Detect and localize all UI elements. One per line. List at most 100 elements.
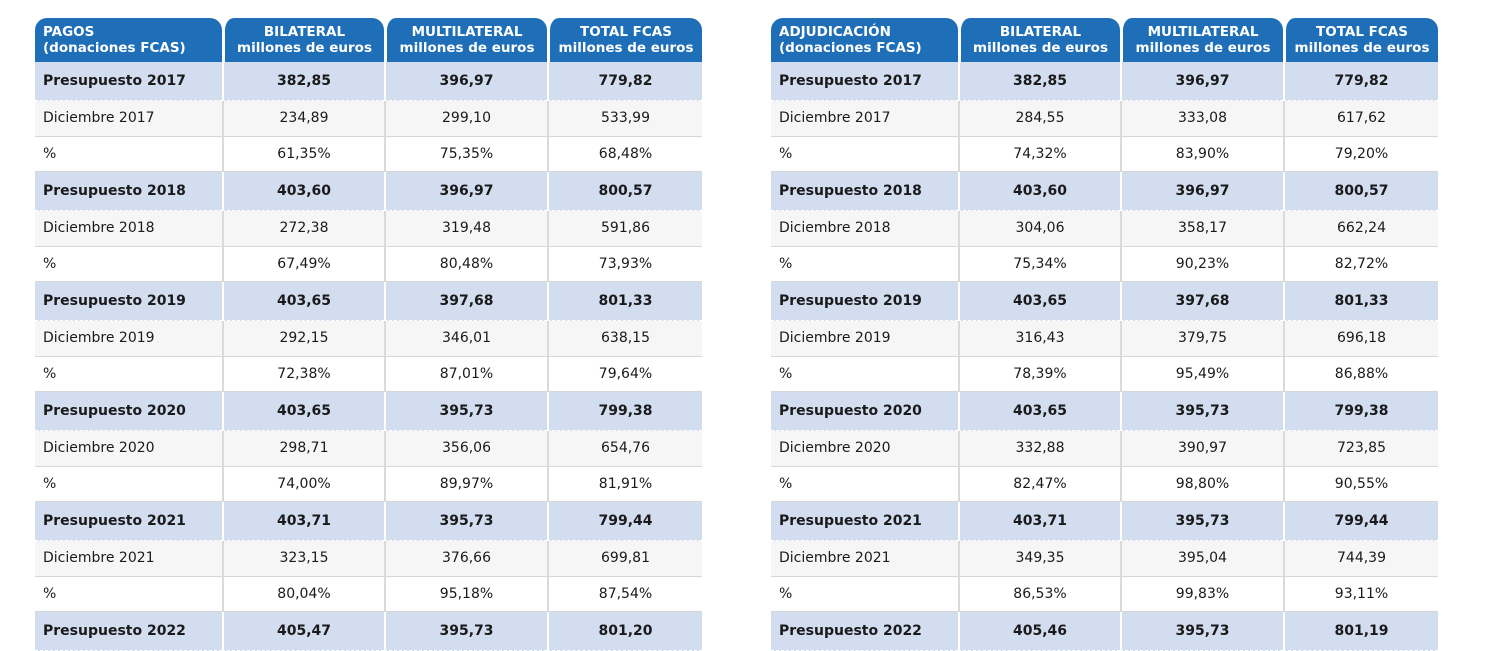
awards-table: ADJUDICACIÓN (donaciones FCAS) BILATERAL mi…: [771, 18, 1438, 651]
row-label: Presupuesto 2017: [35, 62, 222, 101]
multilateral-value: 358,17: [1120, 211, 1283, 247]
bilateral-value: 75,34%: [958, 246, 1120, 282]
bilateral-value: 405,46: [958, 612, 1120, 651]
row-label: Presupuesto 2022: [35, 612, 222, 651]
row-label: Diciembre 2021: [35, 541, 222, 577]
row-label: Diciembre 2019: [771, 321, 958, 357]
row-label: %: [35, 466, 222, 502]
total-value: 533,99: [547, 101, 702, 137]
total-value: 591,86: [547, 211, 702, 247]
bilateral-value: 82,47%: [958, 466, 1120, 502]
december-row: Diciembre 2018 272,38 319,48 591,86: [35, 211, 702, 247]
row-label: Presupuesto 2021: [771, 502, 958, 541]
header-total: TOTAL FCAS millones de euros: [1283, 18, 1438, 62]
row-label: Diciembre 2019: [35, 321, 222, 357]
row-label: Presupuesto 2020: [35, 392, 222, 431]
multilateral-value: 395,73: [384, 612, 547, 651]
header-concept: PAGOS (donaciones FCAS): [35, 18, 222, 62]
total-value: 617,62: [1283, 101, 1438, 137]
total-value: 90,55%: [1283, 466, 1438, 502]
total-value: 799,44: [1283, 502, 1438, 541]
row-label: Presupuesto 2018: [35, 172, 222, 211]
december-row: Diciembre 2020 332,88 390,97 723,85: [771, 431, 1438, 467]
budget-row: Presupuesto 2017 382,85 396,97 779,82: [771, 62, 1438, 101]
header-title: TOTAL FCAS: [1316, 24, 1408, 40]
multilateral-value: 390,97: [1120, 431, 1283, 467]
header-subtitle: millones de euros: [399, 40, 535, 56]
payments-table: PAGOS (donaciones FCAS) BILATERAL millones …: [35, 18, 702, 651]
multilateral-value: 75,35%: [384, 136, 547, 172]
total-value: 800,57: [1283, 172, 1438, 211]
bilateral-value: 74,00%: [222, 466, 384, 502]
awards-data-table: ADJUDICACIÓN (donaciones FCAS) BILATERAL mi…: [771, 18, 1438, 651]
payments-data-table: PAGOS (donaciones FCAS) BILATERAL millones …: [35, 18, 702, 651]
row-label: %: [771, 356, 958, 392]
bilateral-value: 86,53%: [958, 576, 1120, 612]
row-label: Diciembre 2020: [771, 431, 958, 467]
december-row: Diciembre 2017 234,89 299,10 533,99: [35, 101, 702, 137]
bilateral-value: 403,65: [222, 282, 384, 321]
header-subtitle: millones de euros: [973, 40, 1108, 56]
budget-row: Presupuesto 2021 403,71 395,73 799,44: [35, 502, 702, 541]
bilateral-value: 80,04%: [222, 576, 384, 612]
multilateral-value: 90,23%: [1120, 246, 1283, 282]
bilateral-value: 292,15: [222, 321, 384, 357]
multilateral-value: 376,66: [384, 541, 547, 577]
header-subtitle: millones de euros: [237, 40, 372, 56]
header-concept: ADJUDICACIÓN (donaciones FCAS): [771, 18, 958, 62]
budget-row: Presupuesto 2018 403,60 396,97 800,57: [35, 172, 702, 211]
bilateral-value: 67,49%: [222, 246, 384, 282]
header-bilateral: BILATERAL millones de euros: [222, 18, 384, 62]
bilateral-value: 403,65: [958, 392, 1120, 431]
bilateral-value: 403,71: [958, 502, 1120, 541]
total-value: 86,88%: [1283, 356, 1438, 392]
total-value: 696,18: [1283, 321, 1438, 357]
bilateral-value: 403,60: [222, 172, 384, 211]
multilateral-value: 299,10: [384, 101, 547, 137]
multilateral-value: 395,73: [384, 392, 547, 431]
total-value: 662,24: [1283, 211, 1438, 247]
header-title: BILATERAL: [263, 24, 346, 40]
header-title: TOTAL FCAS: [580, 24, 672, 40]
percentage-row: % 75,34% 90,23% 82,72%: [771, 246, 1438, 282]
percentage-row: % 72,38% 87,01% 79,64%: [35, 356, 702, 392]
total-value: 799,38: [547, 392, 702, 431]
multilateral-value: 80,48%: [384, 246, 547, 282]
row-label: Presupuesto 2017: [771, 62, 958, 101]
bilateral-value: 234,89: [222, 101, 384, 137]
table-body: Presupuesto 2017 382,85 396,97 779,82 Diciem…: [771, 62, 1438, 651]
bilateral-value: 349,35: [958, 541, 1120, 577]
bilateral-value: 284,55: [958, 101, 1120, 137]
december-row: Diciembre 2020 298,71 356,06 654,76: [35, 431, 702, 467]
total-value: 699,81: [547, 541, 702, 577]
total-value: 654,76: [547, 431, 702, 467]
multilateral-value: 83,90%: [1120, 136, 1283, 172]
header-subtitle: millones de euros: [558, 40, 694, 56]
multilateral-value: 87,01%: [384, 356, 547, 392]
multilateral-value: 396,97: [1120, 62, 1283, 101]
row-label: %: [35, 576, 222, 612]
bilateral-value: 298,71: [222, 431, 384, 467]
row-label: Presupuesto 2022: [771, 612, 958, 651]
percentage-row: % 61,35% 75,35% 68,48%: [35, 136, 702, 172]
multilateral-value: 319,48: [384, 211, 547, 247]
bilateral-value: 74,32%: [958, 136, 1120, 172]
december-row: Diciembre 2019 292,15 346,01 638,15: [35, 321, 702, 357]
bilateral-value: 403,65: [222, 392, 384, 431]
multilateral-value: 89,97%: [384, 466, 547, 502]
row-label: Presupuesto 2019: [771, 282, 958, 321]
header-title: PAGOS: [43, 24, 95, 40]
row-label: Presupuesto 2021: [35, 502, 222, 541]
header-bilateral: BILATERAL millones de euros: [958, 18, 1120, 62]
budget-row: Presupuesto 2022 405,46 395,73 801,19: [771, 612, 1438, 651]
row-label: Diciembre 2017: [771, 101, 958, 137]
total-value: 799,44: [547, 502, 702, 541]
header-subtitle: (donaciones FCAS): [779, 40, 922, 56]
multilateral-value: 397,68: [1120, 282, 1283, 321]
header-total: TOTAL FCAS millones de euros: [547, 18, 702, 62]
header-subtitle: millones de euros: [1294, 40, 1430, 56]
bilateral-value: 272,38: [222, 211, 384, 247]
percentage-row: % 67,49% 80,48% 73,93%: [35, 246, 702, 282]
multilateral-value: 395,73: [1120, 502, 1283, 541]
total-value: 744,39: [1283, 541, 1438, 577]
